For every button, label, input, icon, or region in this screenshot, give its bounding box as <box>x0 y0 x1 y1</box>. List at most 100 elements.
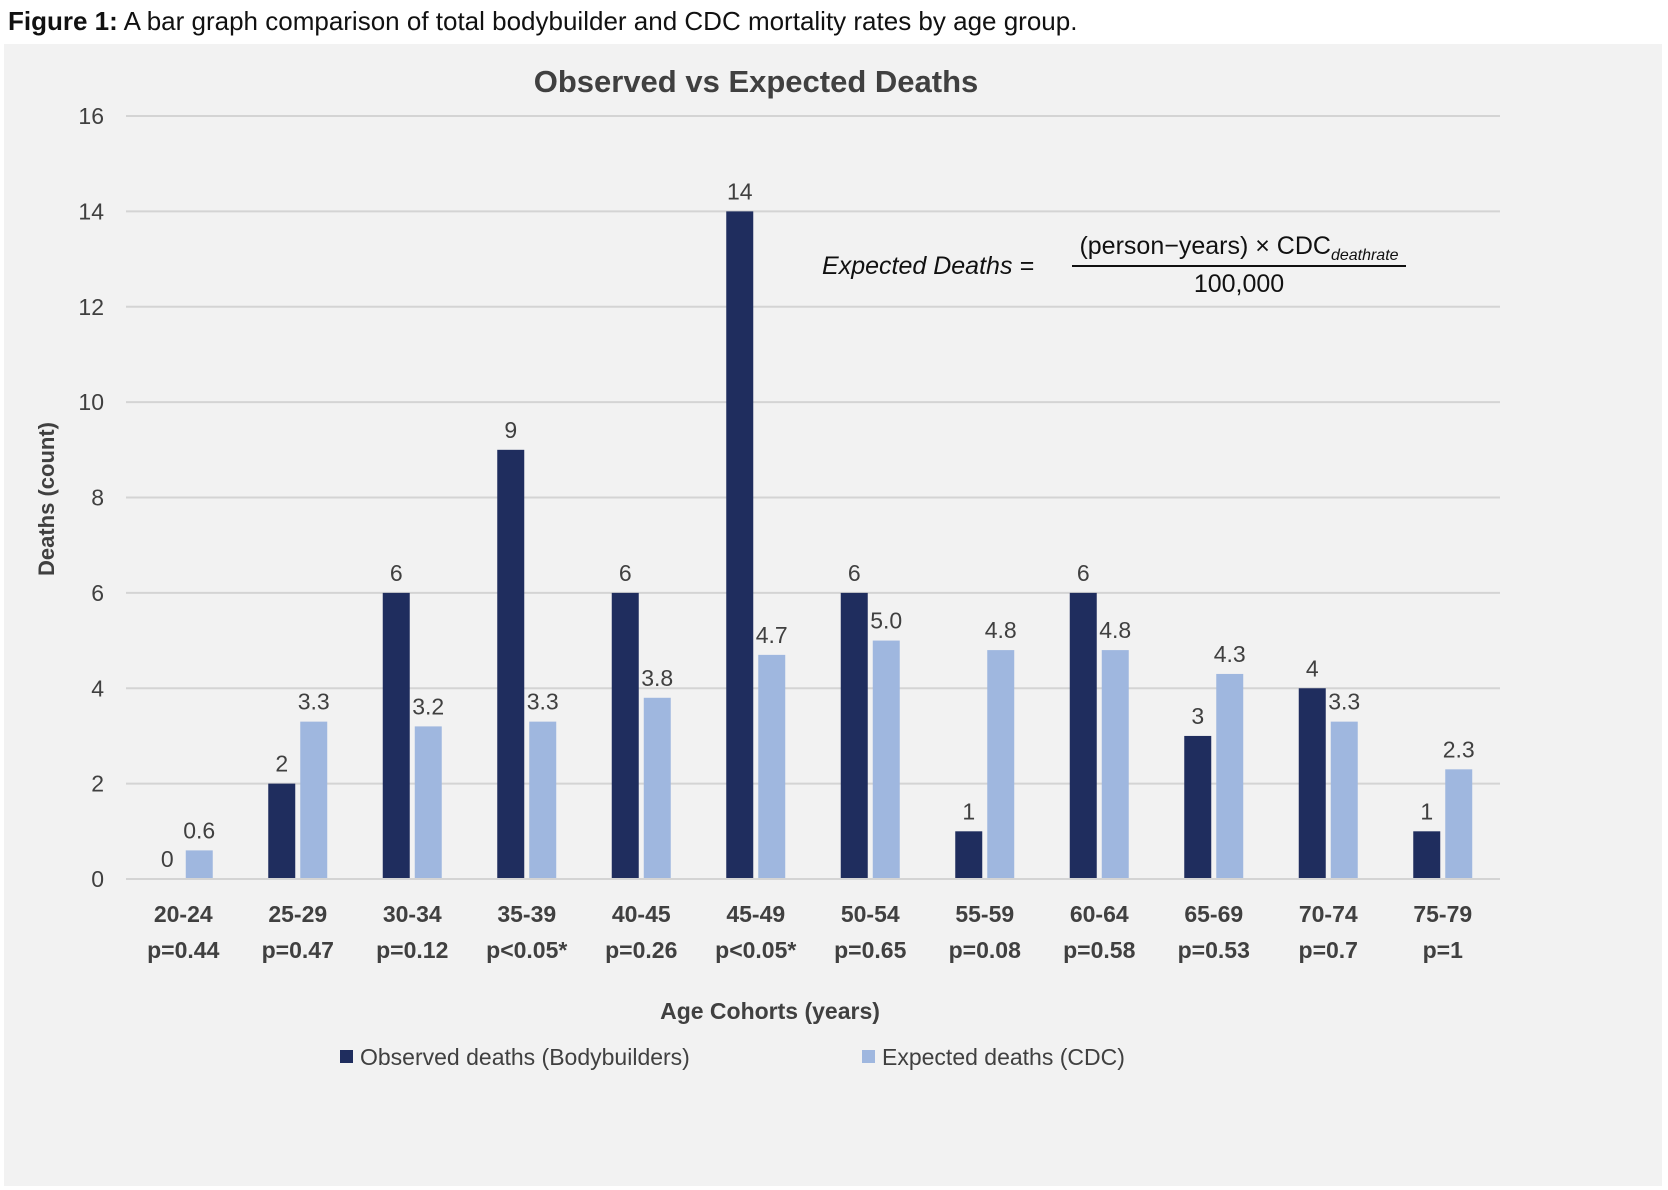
data-label-expected: 3.3 <box>1328 689 1360 715</box>
y-tick-label: 4 <box>91 675 104 701</box>
chart-panel: Observed vs Expected Deaths 0 2 4 6 8 10 12 14 1… <box>4 44 1662 1186</box>
data-label-observed: 0 <box>161 846 174 872</box>
legend-swatch-observed <box>340 1050 353 1063</box>
y-tick-label: 14 <box>78 198 104 224</box>
legend-label-expected: Expected deaths (CDC) <box>882 1044 1125 1070</box>
data-label-expected: 2.3 <box>1443 736 1475 762</box>
x-tick-label: 75-79 <box>1413 901 1472 927</box>
x-tick-label: 45-49 <box>726 901 785 927</box>
x-tick-pvalue: p=0.58 <box>1063 937 1135 963</box>
legend-label-observed: Observed deaths (Bodybuilders) <box>360 1044 690 1070</box>
bar-observed-45-49 <box>726 211 754 879</box>
x-tick-pvalue: p=1 <box>1423 937 1463 963</box>
y-tick-label: 8 <box>91 485 104 511</box>
x-tick-pvalue: p=0.47 <box>262 937 334 963</box>
y-tick-label: 2 <box>91 771 104 797</box>
legend: Observed deaths (Bodybuilders) Expected d… <box>340 1044 1125 1070</box>
bar-expected-40-45 <box>643 697 671 879</box>
bar-expected-50-54 <box>872 640 900 879</box>
y-tick-label: 10 <box>78 389 104 415</box>
bar-expected-55-59 <box>987 650 1015 879</box>
x-axis-label: Age Cohorts (years) <box>660 998 880 1024</box>
x-tick-pvalue: p<0.05* <box>486 937 567 963</box>
chart-title: Observed vs Expected Deaths <box>534 64 979 99</box>
y-tick-label: 12 <box>78 294 104 320</box>
figure-caption-text: A bar graph comparison of total bodybuil… <box>117 6 1078 36</box>
data-label-observed: 4 <box>1306 655 1319 681</box>
y-axis-label: Deaths (count) <box>34 422 59 576</box>
x-tick-pvalue: p=0.26 <box>605 937 677 963</box>
data-label-observed: 9 <box>504 417 517 443</box>
data-label-expected: 3.3 <box>298 689 330 715</box>
formula-lhs: Expected Deaths = <box>822 252 1034 280</box>
data-label-observed: 1 <box>962 798 975 824</box>
x-tick-label: 50-54 <box>841 901 900 927</box>
figure-caption-label: Figure 1: <box>8 6 118 36</box>
y-axis: 0 2 4 6 8 10 12 14 16 <box>78 103 104 892</box>
data-label-observed: 14 <box>727 178 753 204</box>
data-label-expected: 4.8 <box>1099 617 1131 643</box>
bar-observed-75-79 <box>1413 831 1441 879</box>
x-tick-label: 65-69 <box>1184 901 1243 927</box>
data-label-expected: 0.6 <box>183 817 215 843</box>
bar-observed-35-39 <box>497 449 525 879</box>
x-tick-label: 55-59 <box>955 901 1014 927</box>
formula-denominator: 100,000 <box>1194 270 1284 298</box>
formula-numerator: (person−years) × CDCdeathrate <box>1079 232 1398 264</box>
formula: Expected Deaths = (person−years) × CDCde… <box>822 232 1406 298</box>
bar-observed-40-45 <box>611 592 639 879</box>
y-tick-label: 6 <box>91 580 104 606</box>
x-tick-pvalue: p=0.65 <box>834 937 906 963</box>
y-tick-label: 0 <box>91 866 104 892</box>
x-tick-label: 30-34 <box>383 901 442 927</box>
legend-swatch-expected <box>862 1050 875 1063</box>
bar-observed-60-64 <box>1069 592 1097 879</box>
bars: 00.623.363.293.363.8144.765.014.864.834.… <box>161 178 1475 879</box>
bar-expected-45-49 <box>758 654 786 879</box>
data-label-observed: 6 <box>1077 560 1090 586</box>
data-label-expected: 5.0 <box>870 608 902 634</box>
x-tick-pvalue: p=0.12 <box>376 937 448 963</box>
formula-numerator-sub: deathrate <box>1331 247 1399 264</box>
data-label-expected: 4.7 <box>756 622 788 648</box>
x-axis: 20-24 p=0.44 25-29 p=0.47 30-34 p=0.12 35-39 p<… <box>126 878 1500 963</box>
bar-observed-50-54 <box>840 592 868 879</box>
data-label-observed: 2 <box>275 751 288 777</box>
bar-observed-30-34 <box>382 592 410 879</box>
x-tick-pvalue: p=0.7 <box>1299 937 1358 963</box>
bar-observed-55-59 <box>955 831 983 879</box>
data-label-observed: 1 <box>1420 798 1433 824</box>
data-label-expected: 4.8 <box>985 617 1017 643</box>
bar-expected-30-34 <box>414 726 442 879</box>
bar-chart: Observed vs Expected Deaths 024681012141… <box>34 64 1500 1070</box>
x-tick-pvalue: p=0.44 <box>147 937 219 963</box>
figure-caption: Figure 1: A bar graph comparison of tota… <box>8 6 1077 37</box>
x-tick-label: 60-64 <box>1070 901 1129 927</box>
formula-numerator-main: (person−years) × CDC <box>1079 232 1330 260</box>
x-tick-label: 40-45 <box>612 901 671 927</box>
bar-observed-25-29 <box>268 783 296 879</box>
data-label-observed: 6 <box>390 560 403 586</box>
data-label-observed: 3 <box>1191 703 1204 729</box>
data-label-expected: 4.3 <box>1214 641 1246 667</box>
x-tick-pvalue: p=0.53 <box>1178 937 1250 963</box>
x-tick-label: 35-39 <box>497 901 556 927</box>
bar-expected-60-64 <box>1101 650 1129 879</box>
x-tick-pvalue: p<0.05* <box>715 937 796 963</box>
bar-observed-70-74 <box>1298 688 1326 879</box>
y-tick-label: 16 <box>78 103 104 129</box>
data-label-observed: 6 <box>848 560 861 586</box>
gridlines <box>126 115 1500 880</box>
bar-expected-35-39 <box>529 721 557 879</box>
data-label-expected: 3.8 <box>641 665 673 691</box>
bar-expected-20-24 <box>185 850 213 879</box>
x-tick-label: 25-29 <box>268 901 327 927</box>
bar-expected-70-74 <box>1330 721 1358 879</box>
bar-expected-25-29 <box>300 721 328 879</box>
data-label-observed: 6 <box>619 560 632 586</box>
bar-expected-75-79 <box>1445 769 1473 879</box>
x-tick-label: 70-74 <box>1299 901 1358 927</box>
bar-observed-65-69 <box>1184 735 1212 879</box>
x-tick-label: 20-24 <box>154 901 213 927</box>
data-label-expected: 3.2 <box>412 693 444 719</box>
